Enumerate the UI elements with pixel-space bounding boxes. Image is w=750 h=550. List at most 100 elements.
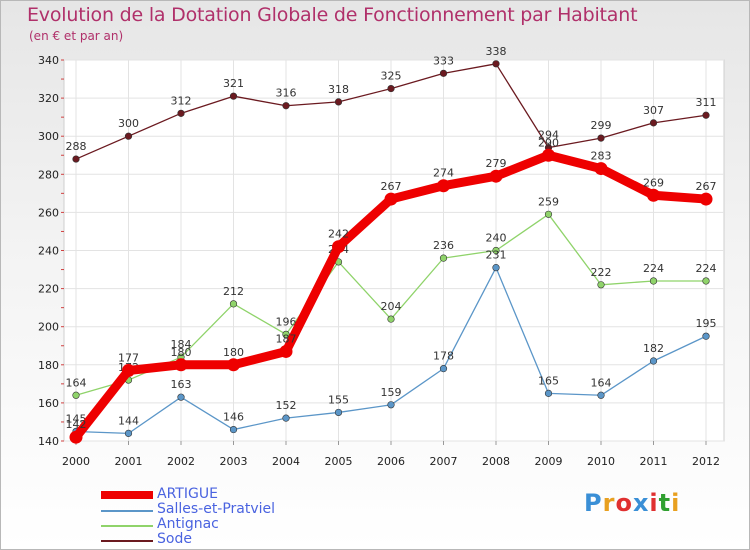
data-label: 338 (486, 45, 507, 58)
data-label: 155 (328, 393, 349, 406)
data-label: 242 (328, 228, 349, 241)
data-point (332, 240, 345, 254)
data-label: 142 (66, 418, 87, 431)
data-label: 146 (223, 411, 244, 424)
data-label: 152 (276, 399, 297, 412)
y-tick-label: 220 (38, 283, 59, 296)
x-axis: 2000 2001 2002 2003 2004 2005 2006 2007 2008 2009… (62, 441, 720, 468)
data-point (492, 264, 500, 272)
data-label: 187 (276, 332, 297, 345)
logo-letter: o (615, 489, 633, 517)
data-point (279, 344, 293, 358)
data-point (594, 162, 608, 176)
grid-lines (64, 59, 724, 442)
data-label: 196 (276, 315, 297, 328)
y-tick-label: 300 (38, 130, 59, 143)
data-label: 159 (381, 386, 402, 399)
chart-title: Evolution de la Dotation Globale de Fonc… (27, 4, 638, 26)
data-point (702, 332, 710, 340)
data-label: 165 (538, 374, 559, 387)
data-label: 182 (643, 342, 664, 355)
y-tick-label: 180 (38, 359, 59, 372)
data-point (124, 132, 133, 140)
x-tick-label: 2012 (692, 455, 720, 468)
data-label: 145 (66, 412, 87, 425)
series-antignac: 164172184212196234204236240259222224224 (66, 195, 717, 399)
data-label: 316 (276, 87, 297, 100)
data-label: 290 (538, 136, 559, 149)
data-label: 163 (171, 378, 192, 391)
data-label: 164 (66, 376, 87, 389)
logo-letter: r (602, 489, 616, 517)
legend-swatch (101, 510, 153, 512)
data-point (177, 109, 185, 117)
y-tick-label: 260 (38, 206, 59, 219)
x-tick-label: 2000 (62, 455, 90, 468)
data-point (387, 401, 395, 409)
data-point (227, 358, 240, 372)
series-group: 288 300 312 321 316 318 325 333 338 294 299 307 311 1… (66, 45, 717, 444)
data-point (174, 358, 188, 372)
data-point (544, 210, 553, 218)
data-label: 325 (381, 70, 402, 83)
data-point (492, 60, 500, 68)
data-point (282, 102, 290, 110)
x-tick-label: 2007 (430, 455, 458, 468)
data-point (597, 391, 605, 399)
logo-letter: x (632, 489, 650, 517)
y-axis: 140 160 180 200 220 240 260 280 300 320 340 (38, 54, 64, 448)
y-tick-label: 340 (38, 54, 59, 67)
data-label: 224 (643, 262, 664, 275)
data-label: 267 (696, 180, 717, 193)
data-label: 269 (643, 176, 664, 189)
data-point (177, 393, 185, 401)
x-tick-label: 2005 (325, 455, 353, 468)
data-label: 144 (118, 414, 139, 427)
data-label: 184 (171, 338, 192, 351)
x-tick-label: 2006 (377, 455, 405, 468)
data-label: 178 (433, 350, 454, 363)
data-label: 236 (433, 239, 454, 252)
data-point (649, 357, 658, 365)
data-point (439, 365, 448, 373)
data-label: 212 (223, 285, 244, 298)
series-sode: 288 300 312 321 316 318 325 333 338 294 299 307 311 (66, 45, 717, 163)
logo-letter: t (658, 489, 672, 517)
y-tick-label: 140 (38, 435, 59, 448)
data-label: 307 (643, 104, 664, 117)
data-label: 279 (486, 157, 507, 170)
data-label: 259 (538, 195, 559, 208)
data-point (282, 414, 290, 422)
data-point (72, 155, 80, 163)
data-point (72, 391, 80, 399)
logo-letter: i (649, 489, 659, 517)
data-label: 267 (381, 180, 402, 193)
legend-label: Sode (157, 531, 192, 547)
series-salles-et-pratviel: 145 144 163 146 152 155 159 178 231 165 164 182 195 (66, 249, 717, 437)
data-point (384, 192, 398, 206)
data-point (649, 277, 658, 285)
data-label: 177 (118, 352, 139, 365)
legend-swatch (101, 525, 153, 527)
data-point (437, 179, 450, 193)
data-point (597, 134, 605, 142)
data-label: 294 (538, 129, 559, 142)
series-artigue: 142 177 180 180 187 242 267 274 279 290 283 269 267 (66, 136, 717, 444)
data-point (597, 281, 605, 289)
data-label: 180 (223, 346, 244, 359)
x-tick-label: 2003 (220, 455, 248, 468)
data-label: 283 (591, 150, 612, 163)
x-tick-label: 2002 (167, 455, 195, 468)
data-point (122, 364, 135, 378)
data-point (649, 119, 658, 127)
x-tick-label: 2008 (482, 455, 510, 468)
data-point (702, 277, 710, 285)
x-tick-label: 2011 (640, 455, 668, 468)
chart-subtitle: (en € et par an) (29, 29, 124, 43)
data-point (387, 315, 395, 323)
data-point (282, 330, 290, 338)
data-label: 318 (328, 83, 349, 96)
data-point (699, 192, 713, 206)
